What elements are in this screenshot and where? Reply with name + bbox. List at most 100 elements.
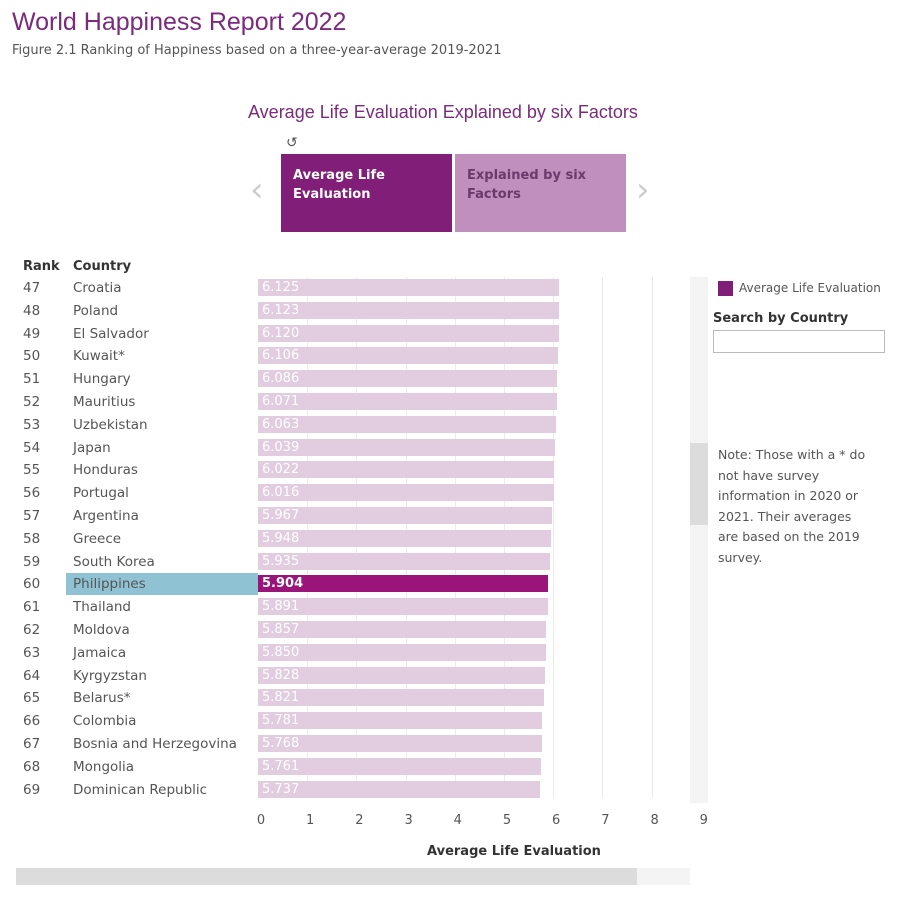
bar[interactable] [258, 415, 557, 433]
x-tick-label: 2 [355, 813, 364, 828]
country-cell[interactable]: El Salvador [73, 325, 149, 342]
country-cell[interactable]: Philippines [73, 576, 146, 593]
country-cell[interactable]: Jamaica [73, 644, 127, 661]
footnote: Note: Those with a * do not have survey … [718, 447, 866, 565]
bar[interactable] [258, 575, 549, 593]
bar-value-label: 5.781 [262, 713, 300, 729]
bar[interactable] [258, 529, 551, 547]
country-cell[interactable]: Kuwait* [73, 348, 125, 365]
bar-value-label: 6.120 [262, 325, 300, 341]
country-cell[interactable]: Croatia [73, 280, 122, 296]
bar-value-label: 5.891 [262, 599, 300, 615]
country-cell[interactable]: Mauritius [73, 394, 136, 410]
tab-explained-by-six-factors[interactable]: Explained by six Factors [455, 154, 626, 232]
rank-cell: 57 [23, 508, 41, 524]
viz-title: Average Life Evaluation Explained by six… [248, 102, 638, 122]
bar[interactable] [258, 757, 542, 775]
bar[interactable] [258, 324, 560, 342]
horizontal-scrollbar-thumb[interactable] [16, 868, 637, 885]
country-cell[interactable]: Argentina [73, 508, 139, 524]
bar[interactable] [258, 347, 559, 365]
country-cell[interactable]: Kyrgyzstan [73, 667, 147, 684]
bar[interactable] [258, 598, 548, 616]
rank-cell: 63 [23, 644, 41, 661]
bar[interactable] [258, 666, 545, 684]
bar[interactable] [258, 712, 543, 730]
bar[interactable] [258, 461, 555, 479]
bar[interactable] [258, 735, 542, 752]
rank-header: Rank [23, 259, 60, 274]
bar-value-label: 5.948 [262, 530, 300, 546]
country-cell[interactable]: Greece [73, 530, 122, 547]
gridline [602, 277, 604, 798]
rank-cell: 49 [23, 325, 41, 342]
x-tick-label: 9 [699, 813, 708, 828]
bar-value-label: 6.016 [262, 485, 300, 501]
bar[interactable] [258, 438, 556, 456]
legend-swatch [718, 281, 733, 296]
x-tick-label: 1 [306, 813, 315, 828]
bar-value-label: 6.106 [262, 348, 300, 364]
chevron-left-icon[interactable]: ‹ [250, 170, 264, 210]
rank-cell: 60 [23, 576, 41, 593]
rank-cell: 54 [23, 439, 41, 456]
country-cell[interactable]: Hungary [73, 371, 131, 388]
rank-cell: 62 [23, 622, 41, 638]
bar-value-label: 5.850 [262, 644, 300, 660]
country-cell[interactable]: Mongolia [73, 758, 135, 775]
bar-value-label: 5.761 [262, 758, 300, 774]
rank-cell: 64 [23, 667, 41, 684]
bar-value-label: 5.904 [262, 576, 304, 592]
vertical-scrollbar[interactable] [690, 277, 708, 803]
bar-value-label: 6.086 [262, 371, 300, 387]
country-cell[interactable]: South Korea [73, 553, 155, 570]
bar[interactable] [258, 484, 554, 502]
search-country-input[interactable] [713, 330, 885, 353]
country-cell[interactable]: Belarus* [73, 690, 131, 707]
rank-cell: 68 [23, 758, 41, 775]
bar-value-label: 5.967 [262, 508, 300, 523]
bar-value-label: 6.125 [262, 280, 300, 295]
country-cell[interactable]: Thailand [73, 599, 131, 616]
country-header: Country [73, 259, 132, 274]
bar-value-label: 5.857 [262, 622, 300, 637]
rank-cell: 51 [23, 371, 41, 388]
rank-cell: 55 [23, 462, 41, 479]
country-cell[interactable]: Honduras [73, 462, 138, 479]
bar[interactable] [258, 393, 557, 410]
bar[interactable] [258, 507, 552, 524]
bar[interactable] [258, 689, 545, 707]
country-cell[interactable]: Colombia [73, 713, 137, 730]
bar-value-label: 5.935 [262, 553, 300, 569]
rank-cell: 48 [23, 302, 41, 319]
bar-value-label: 6.022 [262, 462, 300, 478]
bar[interactable] [258, 780, 541, 798]
country-cell[interactable]: Bosnia and Herzegovina [73, 736, 237, 752]
country-cell[interactable]: Japan [73, 439, 111, 456]
bar[interactable] [258, 279, 560, 296]
bar[interactable] [258, 621, 547, 638]
rank-cell: 61 [23, 599, 41, 616]
chevron-right-icon[interactable]: › [636, 170, 650, 210]
x-tick-label: 3 [404, 813, 413, 828]
reset-icon[interactable]: ↺ [286, 135, 298, 151]
country-cell[interactable]: Poland [73, 302, 119, 319]
vertical-scrollbar-thumb[interactable] [690, 443, 708, 525]
country-cell[interactable]: Dominican Republic [73, 781, 208, 798]
bar-value-label: 6.039 [262, 439, 300, 455]
selected-row-highlight [66, 572, 258, 595]
search-label: Search by Country [713, 311, 849, 326]
bar[interactable] [258, 643, 546, 661]
bar[interactable] [258, 552, 550, 570]
country-cell[interactable]: Moldova [73, 622, 130, 638]
bar-value-label: 6.071 [262, 394, 300, 409]
tab-average-life-evaluation[interactable]: Average Life Evaluation [281, 154, 452, 232]
bar[interactable] [258, 301, 560, 319]
bar[interactable] [258, 370, 558, 388]
bar-value-label: 5.821 [262, 690, 300, 706]
x-tick-label: 7 [601, 813, 610, 828]
country-cell[interactable]: Uzbekistan [73, 416, 148, 433]
rank-cell: 52 [23, 394, 41, 410]
page-title: World Happiness Report 2022 [12, 8, 347, 36]
country-cell[interactable]: Portugal [73, 485, 129, 502]
